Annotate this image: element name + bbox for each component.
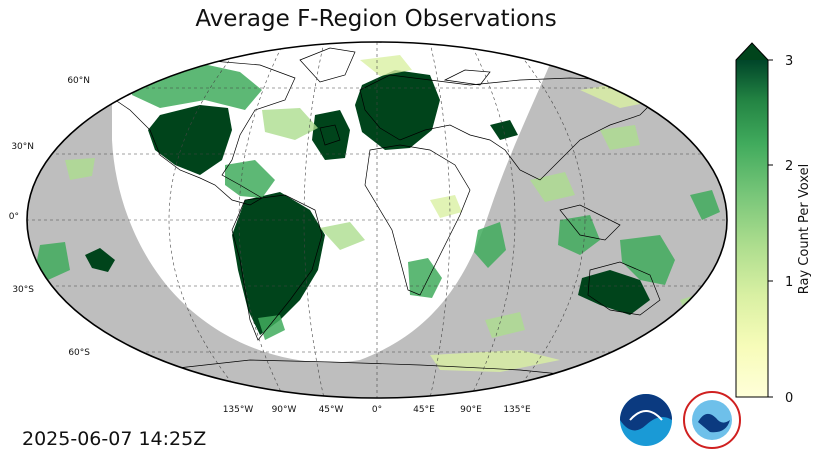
national-weather-service-logo <box>683 391 741 449</box>
lat-label: 30°S <box>12 285 34 295</box>
colorbar-tick-label: 2 <box>785 159 793 174</box>
colorbar-ticks <box>768 59 773 398</box>
lat-label: 0° <box>9 212 19 222</box>
lat-label: 30°N <box>11 142 34 152</box>
lat-label: 60°N <box>67 76 90 86</box>
colorbar-label: Ray Count Per Voxel <box>797 164 812 294</box>
colorbar-tick-label: 3 <box>785 54 793 69</box>
colorbar-gradient <box>736 60 768 397</box>
lon-label: 45°E <box>413 405 435 415</box>
coastlines <box>107 47 661 379</box>
lon-label: 90°E <box>460 405 482 415</box>
lon-label: 135°W <box>223 405 254 415</box>
colorbar-extend-arrow <box>736 43 768 60</box>
lon-label: 45°W <box>319 405 344 415</box>
globe-border <box>26 41 728 399</box>
map-title: Average F-Region Observations <box>195 6 557 32</box>
latitude-labels: 60°N 30°N 0° 30°S 60°S <box>9 76 91 358</box>
lon-label: 90°W <box>272 405 297 415</box>
lon-label: 135°E <box>503 405 531 415</box>
noaa-logo <box>620 394 672 446</box>
map-area <box>27 42 727 398</box>
colorbar-tick-label: 1 <box>785 275 793 290</box>
colorbar: 0 1 2 3 Ray Count Per Voxel <box>735 42 812 406</box>
longitude-labels: 135°W 90°W 45°W 0° 45°E 90°E 135°E <box>223 405 531 415</box>
lat-label: 60°S <box>68 348 90 358</box>
colorbar-tick-label: 0 <box>785 391 793 406</box>
lon-label: 0° <box>372 405 382 415</box>
timestamp: 2025-06-07 14:25Z <box>22 428 207 450</box>
